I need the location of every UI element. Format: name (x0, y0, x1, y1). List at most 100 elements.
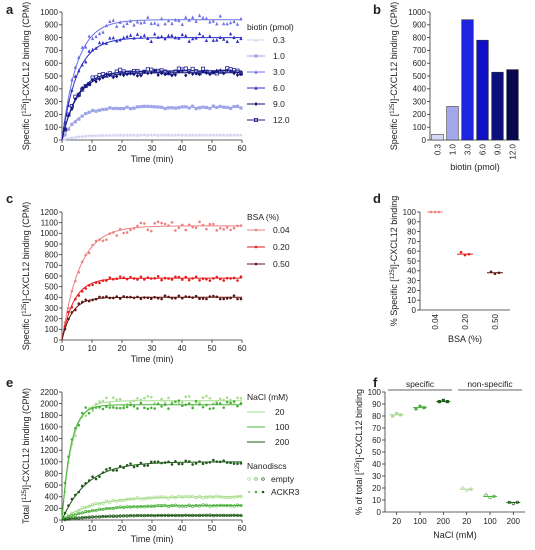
series-point-2 (218, 277, 222, 281)
series-point-6 (170, 513, 174, 518)
series-point-6 (156, 513, 160, 518)
series-point-1 (201, 396, 205, 399)
series-point-4 (139, 497, 143, 501)
series-point-6 (90, 515, 95, 519)
series-point-2 (229, 401, 232, 405)
series-point-3 (136, 295, 139, 299)
series-point-4 (211, 38, 215, 42)
series-point-2 (225, 400, 229, 404)
y-tick-label: 300 (45, 304, 59, 313)
series-point-2 (177, 106, 181, 110)
series-point-3 (122, 295, 125, 298)
series-point-6 (183, 66, 188, 71)
series-point-4 (235, 39, 240, 44)
series-point-6 (225, 513, 229, 518)
y-tick-label: 200 (45, 314, 59, 323)
series-point-1 (235, 132, 240, 137)
series-point-2 (211, 104, 215, 108)
series-point-4 (170, 495, 174, 499)
dot-0.04 (437, 210, 441, 214)
series-point-3 (143, 296, 146, 299)
series-point-2 (160, 405, 163, 408)
series-point-3 (232, 19, 236, 24)
series-point-3 (84, 482, 87, 485)
series-point-3 (225, 461, 229, 464)
series-point-2 (187, 278, 191, 282)
series-point-2 (218, 402, 222, 405)
series-point-2 (153, 277, 156, 280)
series-point-4 (125, 34, 129, 39)
ylabel-part: Specific [ (21, 313, 31, 350)
panel-label-e: e (6, 375, 13, 390)
series-point-1 (63, 137, 67, 141)
series-point-2 (80, 290, 84, 293)
x-axis-label: Time (min) (131, 534, 174, 544)
series-point-1 (232, 226, 236, 230)
series-point-3 (235, 22, 240, 26)
x-tick-label: 100 (483, 517, 497, 526)
series-point-2 (149, 277, 153, 280)
legend-c-title: BSA (%) (247, 212, 279, 222)
x-tick-label: 40 (178, 524, 187, 533)
series-point-5 (87, 509, 91, 514)
series-point-3 (198, 460, 201, 463)
series-point-6 (232, 513, 236, 517)
series-point-1 (163, 222, 167, 226)
ylabel-part: Specific [ (389, 113, 399, 150)
series-point-6 (80, 516, 84, 520)
series-point-3 (149, 21, 153, 26)
series-point-6 (197, 513, 202, 518)
series-point-2 (112, 277, 115, 281)
series-point-2 (184, 275, 188, 279)
series-point-4 (163, 36, 167, 41)
y-tick-label: 700 (45, 261, 59, 270)
series-point-1 (187, 395, 191, 398)
series-point-1 (218, 132, 222, 137)
series-point-6 (139, 513, 143, 518)
series-point-5 (142, 505, 147, 509)
series-point-6 (197, 71, 202, 76)
series-point-3 (232, 294, 236, 297)
series-point-1 (146, 228, 150, 232)
series-point-4 (201, 496, 205, 500)
series-point-2 (208, 407, 212, 411)
series-point-2 (205, 403, 208, 407)
x-tick-label: 200 (437, 517, 451, 526)
legend-e-marker (261, 477, 265, 481)
y-tick-label: 800 (45, 33, 59, 42)
x-tick-label: 50 (208, 344, 217, 353)
series-point-1 (153, 222, 156, 225)
series-point-3 (125, 21, 129, 25)
series-point-3 (91, 475, 94, 478)
series-point-1 (77, 270, 81, 274)
series-point-3 (215, 460, 219, 463)
series-point-1 (222, 132, 226, 137)
series-point-3 (187, 295, 191, 299)
series-point-1 (136, 224, 139, 228)
series-point-3 (98, 295, 101, 299)
series-point-1 (98, 238, 101, 241)
series-point-2 (184, 105, 188, 109)
series-point-2 (229, 277, 232, 280)
series-point-5 (125, 505, 129, 509)
series-point-3 (236, 297, 239, 301)
ylabel-superscript: 125 (22, 303, 28, 314)
series-point-1 (167, 396, 170, 400)
series-point-3 (170, 21, 174, 26)
x-axis-label: BSA (%) (448, 334, 482, 344)
series-point-6 (69, 104, 74, 109)
series-point-1 (97, 133, 102, 137)
series-point-2 (73, 120, 77, 124)
legend-e-label: 100 (275, 422, 289, 432)
series-point-1 (163, 401, 167, 404)
series-point-1 (143, 222, 146, 225)
series-point-2 (163, 107, 167, 111)
series-point-2 (115, 277, 119, 280)
series-point-4 (115, 499, 119, 503)
group-label: specific (406, 379, 435, 389)
x-axis-label: NaCl (mM) (433, 530, 477, 540)
series-point-2 (77, 117, 81, 121)
y-tick-label: 100 (368, 388, 382, 397)
series-point-5 (146, 71, 150, 76)
